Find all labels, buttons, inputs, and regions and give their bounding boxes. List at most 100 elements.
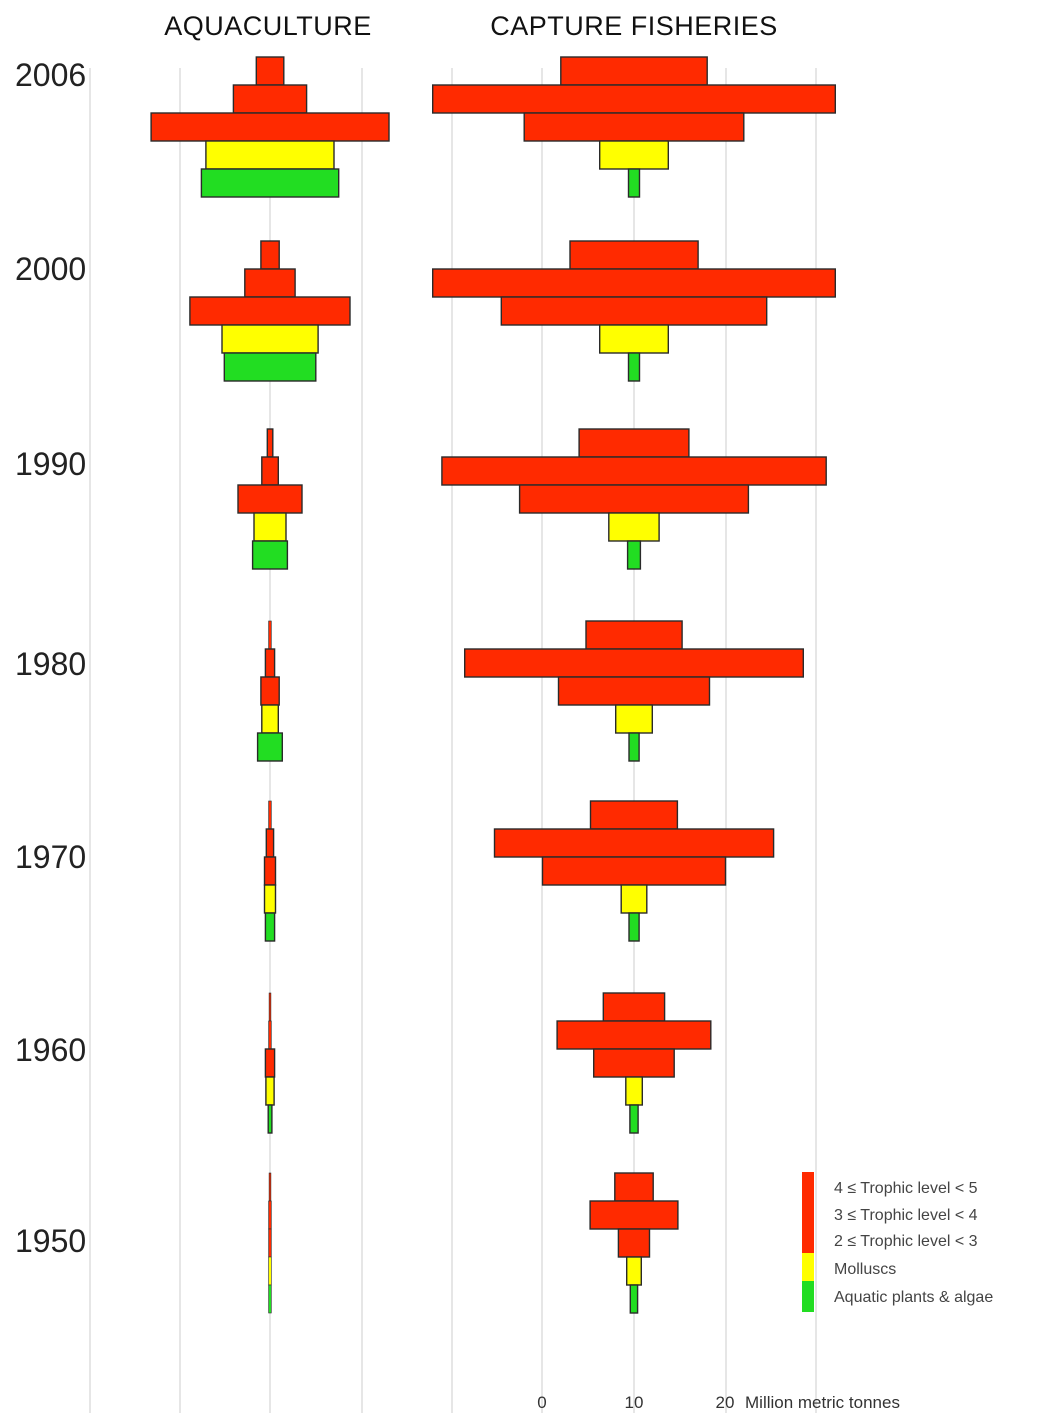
capture-bar-1960-trophic-3-4 (556, 1020, 712, 1050)
aquaculture-bar-1990-molluscs (253, 512, 287, 542)
aquaculture-1990-stack (237, 428, 303, 570)
capture-2006-stack (432, 56, 837, 198)
aquaculture-bar-1960-trophic-2-3 (264, 1048, 276, 1078)
capture-bar-1980-molluscs (615, 704, 654, 734)
aquaculture-bar-1950-trophic-4-5 (268, 1172, 272, 1202)
axis-tick-10: 10 (625, 1393, 644, 1412)
capture-fisheries-title: CAPTURE FISHERIES (490, 11, 778, 41)
capture-bar-2000-trophic-2-3 (500, 296, 768, 326)
aquaculture-bar-2000-plants (223, 352, 317, 382)
capture-bar-1960-trophic-4-5 (602, 992, 666, 1022)
aquaculture-bar-1960-trophic-3-4 (268, 1020, 272, 1050)
aquaculture-bar-1980-plants (256, 732, 284, 762)
capture-bar-1960-trophic-2-3 (593, 1048, 675, 1078)
capture-bar-2000-plants (627, 352, 641, 382)
capture-bar-1950-plants (629, 1284, 639, 1314)
capture-bar-1980-trophic-2-3 (557, 676, 711, 706)
year-label-2006: 2006 (15, 57, 86, 93)
axis-tick-20: 20 (716, 1393, 735, 1412)
capture-1990-stack (441, 428, 827, 570)
capture-bar-2006-trophic-2-3 (523, 112, 745, 142)
capture-bar-2000-trophic-4-5 (569, 240, 699, 270)
legend-swatch-trophic-4-5 (802, 1172, 814, 1199)
year-label-2000: 2000 (15, 251, 86, 287)
aquaculture-bar-1980-trophic-3-4 (264, 648, 276, 678)
aquaculture-bar-1950-molluscs (268, 1256, 272, 1286)
capture-bar-1970-molluscs (620, 884, 648, 914)
capture-bar-2006-plants (627, 168, 641, 198)
axis-unit-label: Million metric tonnes (745, 1393, 900, 1412)
aquaculture-1950-stack (268, 1172, 272, 1314)
capture-bar-1970-trophic-4-5 (589, 800, 679, 830)
aquaculture-bar-1970-plants (264, 912, 276, 942)
capture-1950-stack (589, 1172, 679, 1314)
aquaculture-1980-stack (256, 620, 284, 762)
capture-bar-1970-trophic-2-3 (541, 856, 727, 886)
capture-bar-2006-trophic-4-5 (560, 56, 708, 86)
aquaculture-bar-1950-plants (268, 1284, 272, 1314)
legend-swatch-molluscs (802, 1253, 814, 1281)
capture-bar-1980-plants (628, 732, 640, 762)
aquaculture-bar-1990-plants (251, 540, 289, 570)
aquaculture-bar-2006-molluscs (205, 140, 335, 170)
aquaculture-bar-1950-trophic-2-3 (268, 1228, 272, 1258)
aquaculture-bar-1970-molluscs (263, 884, 277, 914)
aquaculture-bar-1970-trophic-4-5 (268, 800, 272, 830)
aquaculture-bar-1960-trophic-4-5 (268, 992, 272, 1022)
aquaculture-bar-2006-plants (200, 168, 340, 198)
legend-label-plants: Aquatic plants & algae (834, 1289, 993, 1306)
capture-bar-1950-molluscs (626, 1256, 643, 1286)
capture-bar-1990-trophic-2-3 (518, 484, 750, 514)
legend-swatch-trophic-2-3 (802, 1226, 814, 1253)
capture-bar-1990-plants (626, 540, 642, 570)
capture-bar-1980-trophic-4-5 (585, 620, 683, 650)
capture-bar-1980-trophic-3-4 (464, 648, 805, 678)
aquaculture-bar-1990-trophic-4-5 (266, 428, 274, 458)
aquaculture-bar-1990-trophic-3-4 (261, 456, 279, 486)
aquaculture-bar-2000-trophic-3-4 (244, 268, 296, 298)
capture-bar-1990-trophic-4-5 (578, 428, 690, 458)
capture-bar-2006-trophic-3-4 (432, 84, 837, 114)
legend-label-trophic-4-5: 4 ≤ Trophic level < 5 (834, 1180, 978, 1197)
aquaculture-1970-stack (263, 800, 277, 942)
capture-bar-1970-trophic-3-4 (493, 828, 775, 858)
scale-axis: 0 10 20 Million metric tonnes (537, 1393, 900, 1412)
capture-bar-1950-trophic-3-4 (589, 1200, 679, 1230)
capture-bar-2006-molluscs (599, 140, 670, 170)
legend: 4 ≤ Trophic level < 5 3 ≤ Trophic level … (802, 1172, 993, 1312)
capture-bar-1960-molluscs (625, 1076, 643, 1106)
aquaculture-title: AQUACULTURE (164, 11, 372, 41)
aquaculture-bar-1980-trophic-2-3 (260, 676, 280, 706)
capture-bar-2000-molluscs (599, 324, 670, 354)
legend-label-trophic-3-4: 3 ≤ Trophic level < 4 (834, 1207, 978, 1224)
year-label-1980: 1980 (15, 646, 86, 682)
year-label-1950: 1950 (15, 1223, 86, 1259)
capture-bar-1990-molluscs (608, 512, 660, 542)
aquaculture-2006-stack (150, 56, 390, 198)
capture-1980-stack (464, 620, 805, 762)
capture-2000-stack (432, 240, 837, 382)
year-label-1960: 1960 (15, 1032, 86, 1068)
aquaculture-bar-1980-trophic-4-5 (268, 620, 272, 650)
aquaculture-bar-1980-molluscs (261, 704, 279, 734)
aquaculture-bar-1970-trophic-2-3 (263, 856, 277, 886)
year-label-1990: 1990 (15, 446, 86, 482)
year-labels: 2006 2000 1990 1980 1970 1960 1950 (15, 57, 86, 1259)
legend-label-molluscs: Molluscs (834, 1261, 896, 1278)
capture-bar-1950-trophic-2-3 (617, 1228, 651, 1258)
capture-bar-1960-plants (629, 1104, 639, 1134)
aquaculture-bar-2006-trophic-2-3 (150, 112, 390, 142)
aquaculture-2000-stack (189, 240, 351, 382)
capture-bar-1970-plants (628, 912, 640, 942)
legend-swatch-trophic-3-4 (802, 1199, 814, 1226)
bars (150, 56, 837, 1314)
aquaculture-bar-1990-trophic-2-3 (237, 484, 303, 514)
axis-tick-0: 0 (537, 1393, 546, 1412)
capture-bar-2000-trophic-3-4 (432, 268, 837, 298)
capture-bar-1990-trophic-3-4 (441, 456, 827, 486)
aquaculture-bar-1950-trophic-3-4 (268, 1200, 272, 1230)
aquaculture-bar-2006-trophic-4-5 (255, 56, 285, 86)
aquaculture-bar-2000-trophic-4-5 (260, 240, 280, 270)
aquaculture-1960-stack (264, 992, 276, 1134)
